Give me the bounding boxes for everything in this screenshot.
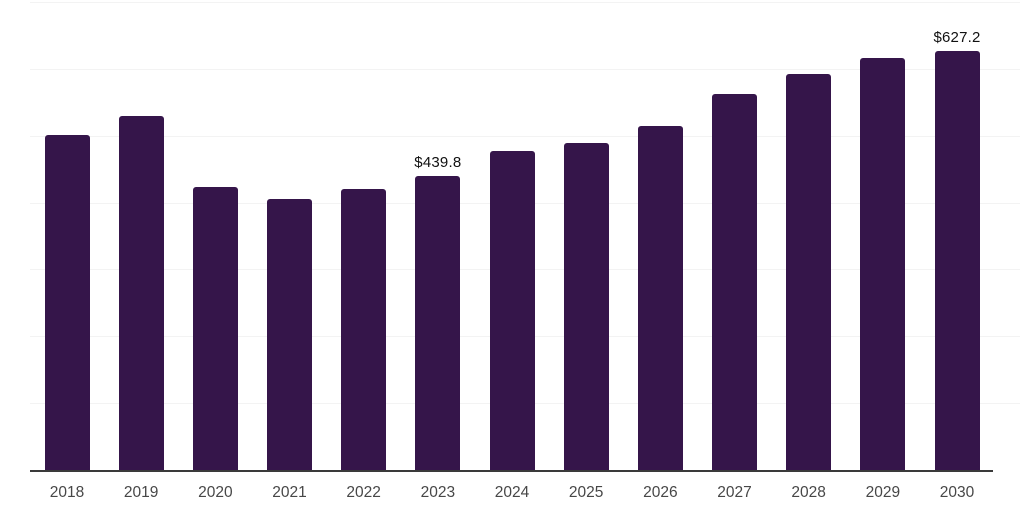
x-tick-label-2018: 2018: [49, 484, 85, 501]
x-axis-line: [30, 470, 993, 472]
x-tick-label-2030: 2030: [939, 484, 975, 501]
data-label-2030: $627.2: [933, 28, 981, 46]
x-tick-label-2022: 2022: [346, 484, 381, 501]
gridline: [30, 68, 1020, 70]
bar-2029: [860, 58, 906, 470]
bar-2024: [489, 151, 535, 470]
bar-2020: [192, 186, 238, 470]
bar-2026: [637, 125, 683, 470]
bar-2025: [563, 143, 609, 470]
bar-2022: [341, 189, 387, 470]
x-tick-label-2028: 2028: [791, 484, 826, 501]
x-tick-label-2021: 2021: [272, 484, 307, 501]
gridline: [30, 2, 1020, 3]
bar-2030: [934, 50, 980, 470]
x-tick-label-2029: 2029: [865, 484, 901, 501]
x-tick-label-2023: 2023: [420, 484, 456, 501]
bar-2028: [786, 73, 832, 470]
x-tick-label-2025: 2025: [568, 484, 604, 501]
bar-2021: [267, 199, 312, 470]
x-tick-label-2027: 2027: [717, 484, 752, 501]
bar-2018: [44, 135, 90, 470]
bar-2023: [415, 175, 461, 470]
x-tick-label-2019: 2019: [123, 484, 159, 501]
bar-2019: [118, 115, 164, 470]
data-label-2023: $439.8: [414, 153, 462, 171]
bar-2027: [712, 94, 757, 470]
x-tick-label-2026: 2026: [643, 484, 678, 501]
x-tick-label-2024: 2024: [494, 484, 530, 501]
x-tick-label-2020: 2020: [198, 484, 233, 501]
gridline: [30, 135, 1020, 137]
